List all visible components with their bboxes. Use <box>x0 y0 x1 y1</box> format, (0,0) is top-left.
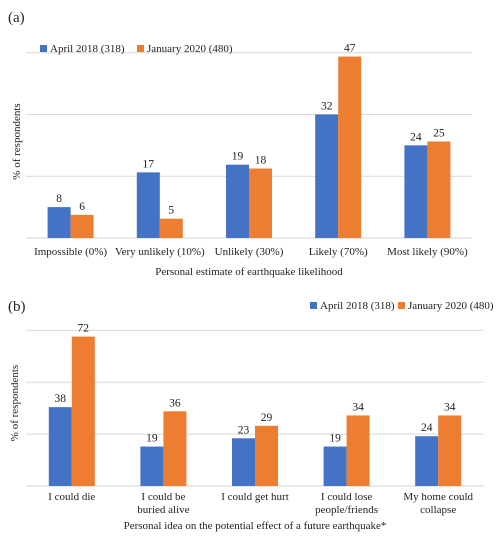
legend-entry: January 2020 (480) <box>147 43 233 55</box>
bar <box>71 336 95 486</box>
data-label: 72 <box>78 323 90 335</box>
bar <box>346 415 370 486</box>
category-label: My home could collapse <box>403 491 473 516</box>
category-label: I could be buried alive <box>137 491 189 516</box>
category-label-line: I could lose <box>321 491 372 503</box>
category-label: I could lose people/friends <box>315 491 378 516</box>
bar <box>338 56 362 238</box>
y-axis-label: % of respondents <box>9 365 21 441</box>
category-label: Very unlikely (10%) <box>115 246 205 258</box>
bar <box>323 446 347 486</box>
bar <box>140 446 164 486</box>
data-label: 18 <box>255 155 267 167</box>
data-label: 19 <box>232 151 244 163</box>
data-label: 24 <box>410 131 422 143</box>
data-label: 6 <box>79 201 85 213</box>
category-label: Most likely (90%) <box>387 246 468 258</box>
data-label: 36 <box>169 397 181 409</box>
data-label: 19 <box>146 433 158 445</box>
category-label-line: people/friends <box>315 504 378 516</box>
bar <box>404 145 428 238</box>
category-label-line: buried alive <box>137 504 189 516</box>
legend-entry: April 2018 (318) <box>50 43 125 55</box>
bar <box>159 218 183 238</box>
data-label: 5 <box>168 205 174 217</box>
legend-swatch <box>40 45 47 52</box>
x-axis-label: Personal estimate of earthquake likeliho… <box>155 266 343 278</box>
panel-label: (b) <box>8 299 26 315</box>
bar <box>48 407 72 486</box>
bar <box>415 436 439 486</box>
legend-swatch <box>310 302 317 309</box>
data-label: 47 <box>344 43 356 55</box>
data-label: 19 <box>329 433 341 445</box>
bar <box>136 172 160 238</box>
bar <box>427 141 451 238</box>
legend-entry: April 2018 (318) <box>320 300 395 312</box>
data-label: 25 <box>433 128 445 140</box>
data-label: 23 <box>238 424 250 436</box>
legend-swatch <box>137 45 144 52</box>
bar <box>163 411 187 486</box>
data-label: 17 <box>143 158 155 170</box>
panel-label: (a) <box>8 10 25 26</box>
data-label: 24 <box>421 422 433 434</box>
chart-panel-1: (a) April 2018 (318) January 2020 (480) 8 6 I… <box>8 10 472 278</box>
category-label: Likely (70%) <box>309 246 368 258</box>
bar <box>232 438 255 486</box>
bar <box>438 415 462 486</box>
data-label: 38 <box>55 393 67 405</box>
category-label: I could get hurt <box>221 491 289 503</box>
data-label: 29 <box>261 412 273 424</box>
y-axis-label: % of respondents <box>11 103 23 179</box>
bar <box>255 425 278 486</box>
data-label: 8 <box>56 193 62 205</box>
category-label: Unlikely (30%) <box>215 246 284 258</box>
chart-panel-2: (b) April 2018 (318) January 2020 (480) 38 7… <box>8 299 494 532</box>
category-label: Impossible (0%) <box>34 246 107 258</box>
category-label-line: My home could <box>403 491 473 503</box>
bar <box>249 168 272 238</box>
x-axis-label: Personal idea on the potential effect of… <box>124 520 387 532</box>
legend-swatch <box>398 302 405 309</box>
data-label: 32 <box>321 100 333 112</box>
bar <box>70 214 94 238</box>
category-label: I could die <box>48 491 95 503</box>
legend-entry: January 2020 (480) <box>408 300 494 312</box>
data-label: 34 <box>352 401 364 413</box>
category-label-line: collapse <box>420 504 456 516</box>
bar <box>315 114 339 238</box>
bar <box>47 207 71 238</box>
bar <box>226 164 249 238</box>
category-label-line: I could be <box>141 491 185 503</box>
data-label: 34 <box>444 401 456 413</box>
